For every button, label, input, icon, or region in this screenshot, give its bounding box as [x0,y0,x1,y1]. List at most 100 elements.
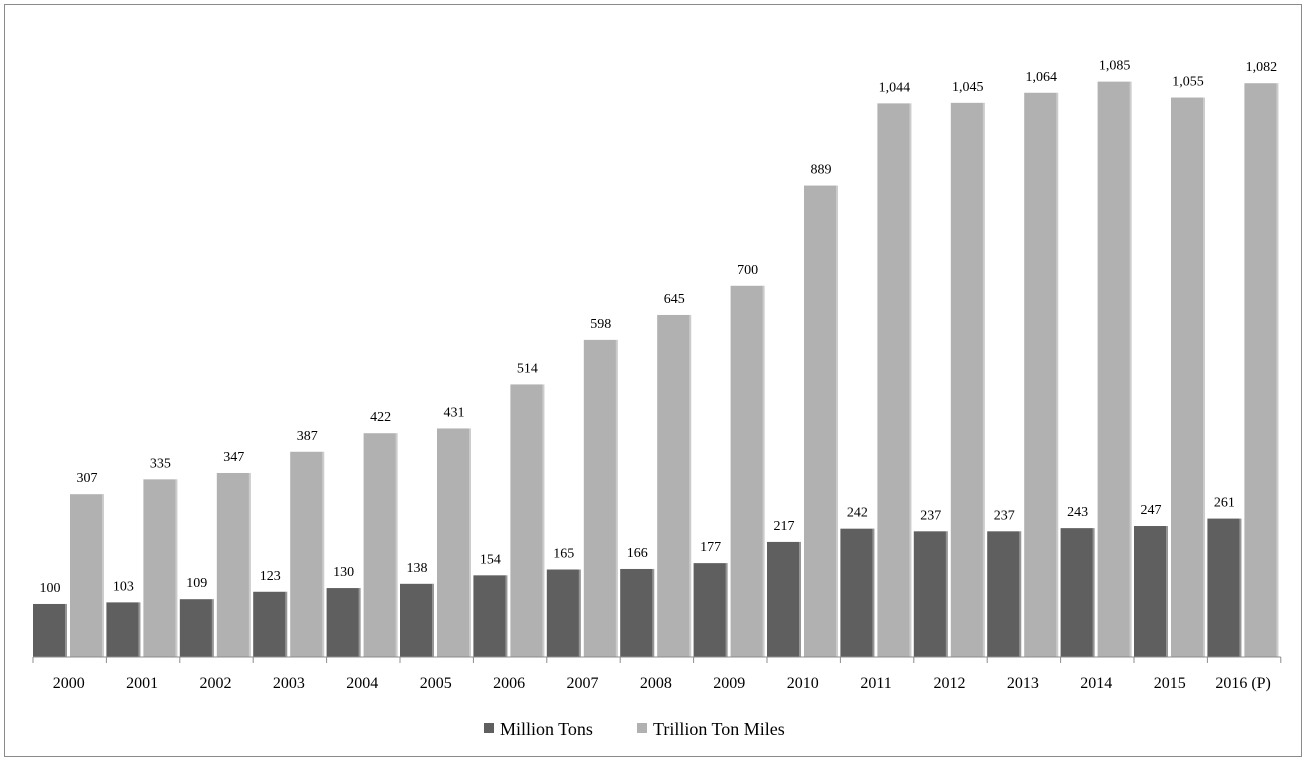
data-label: 217 [774,519,795,534]
x-tick-label: 2012 [934,675,966,692]
bar-edge [285,591,288,657]
bar-million-tons-2015 [1134,526,1168,657]
bar-million-tons-2010 [767,541,801,657]
bar-edge [175,479,178,657]
data-label: 138 [407,561,428,576]
bar-million-tons-2007 [546,569,581,657]
data-label: 247 [1141,503,1162,518]
legend-label-trillion-ton-miles: Trillion Ton Miles [653,719,785,739]
bar-edge [65,603,67,657]
x-tick-label: 2002 [200,675,232,692]
bar-million-tons-2013 [987,531,1022,657]
bar-trillion-ton-miles-2002 [216,472,251,657]
bar-edge [762,285,765,657]
x-tick-label: 2008 [640,675,672,692]
bar-million-tons-2002 [179,599,214,657]
x-tick-label: 2003 [273,675,305,692]
bar-million-tons-2011 [840,528,875,657]
bar-edge [211,599,214,657]
x-tick-label: 2015 [1154,675,1186,692]
data-label: 1,044 [879,80,911,95]
bar-trillion-ton-miles-2011 [877,103,912,657]
bar-edge [248,472,251,657]
bar-edge [1129,81,1132,657]
data-label: 243 [1067,505,1088,520]
bar-edge [1092,528,1095,657]
bar-edge [725,563,728,657]
bar-trillion-ton-miles-2016P [1244,83,1279,658]
data-label: 889 [811,163,832,178]
x-tick-label: 2004 [346,675,378,692]
data-label: 100 [40,581,61,596]
bar-million-tons-2012 [913,531,948,657]
data-label: 307 [77,471,98,486]
bar-million-tons-2000 [33,603,67,657]
bar-edge [578,569,581,657]
bar-trillion-ton-miles-2014 [1097,81,1132,657]
bar-million-tons-2003 [253,591,288,657]
bar-edge [836,185,838,657]
x-axis: 2000 2001 2002 2003 2004 2005 2006 2007 2008 2009… [32,656,1282,692]
bar-edge [982,102,985,658]
bar-edge [102,494,104,657]
bar-trillion-ton-miles-2009 [730,285,765,657]
data-label: 177 [700,540,721,555]
bar-edge [799,541,801,657]
bar-edge [872,528,875,657]
value-labels-group: 100 307 103 335 109 347 123 387 130 422 138 431 154 5… [40,59,1278,596]
legend-swatch-million-tons [484,723,494,733]
data-label: 700 [737,263,758,278]
data-label: 1,082 [1246,60,1278,75]
bar-trillion-ton-miles-2008 [657,314,692,657]
x-tick-label: 2011 [860,675,891,692]
bar-trillion-ton-miles-2003 [290,451,325,657]
data-label: 103 [113,579,134,594]
bar-edge [909,103,912,657]
legend: Million Tons Trillion Ton Miles [484,719,785,739]
data-label: 123 [260,569,281,584]
bar-trillion-ton-miles-2005 [437,428,471,657]
data-label: 514 [517,361,538,376]
data-label: 154 [480,552,501,567]
bar-million-tons-2001 [106,602,141,657]
bar-edge [689,314,692,657]
data-label: 431 [444,405,465,420]
bar-edge [1276,83,1279,658]
data-label: 335 [150,456,171,471]
x-tick-label: 2009 [713,675,745,692]
bar-million-tons-2005 [400,583,434,657]
bar-trillion-ton-miles-2004 [363,433,398,657]
x-tick-label: 2007 [567,675,599,692]
data-label: 1,045 [952,80,984,95]
bar-edge [1166,526,1168,657]
bar-million-tons-2004 [326,588,361,657]
legend-label-million-tons: Million Tons [500,719,593,739]
x-tick-label: 2006 [493,675,525,692]
bar-edge [945,531,948,657]
data-label: 1,085 [1099,59,1131,74]
bar-edge [542,384,545,657]
data-label: 422 [370,410,391,425]
data-label: 261 [1214,496,1235,511]
bar-trillion-ton-miles-2007 [583,339,618,657]
data-label: 1,055 [1172,75,1204,90]
data-label: 387 [297,429,318,444]
bar-edge [322,451,325,657]
bar-trillion-ton-miles-2001 [143,479,178,657]
bar-edge [1203,97,1205,657]
bar-million-tons-2009 [693,563,728,657]
x-tick-label: 2001 [126,675,158,692]
bar-trillion-ton-miles-2006 [510,384,545,657]
data-label: 347 [223,450,244,465]
bar-edge [505,575,508,657]
x-tick-label: 2000 [53,675,85,692]
bar-edge [1056,92,1059,657]
x-tick-label: 2014 [1080,675,1112,692]
bar-edge [652,568,655,657]
bar-million-tons-2006 [473,575,508,657]
data-label: 130 [333,565,354,580]
x-tick-label: 2013 [1007,675,1039,692]
data-label: 598 [590,317,611,332]
data-label: 237 [994,508,1015,523]
